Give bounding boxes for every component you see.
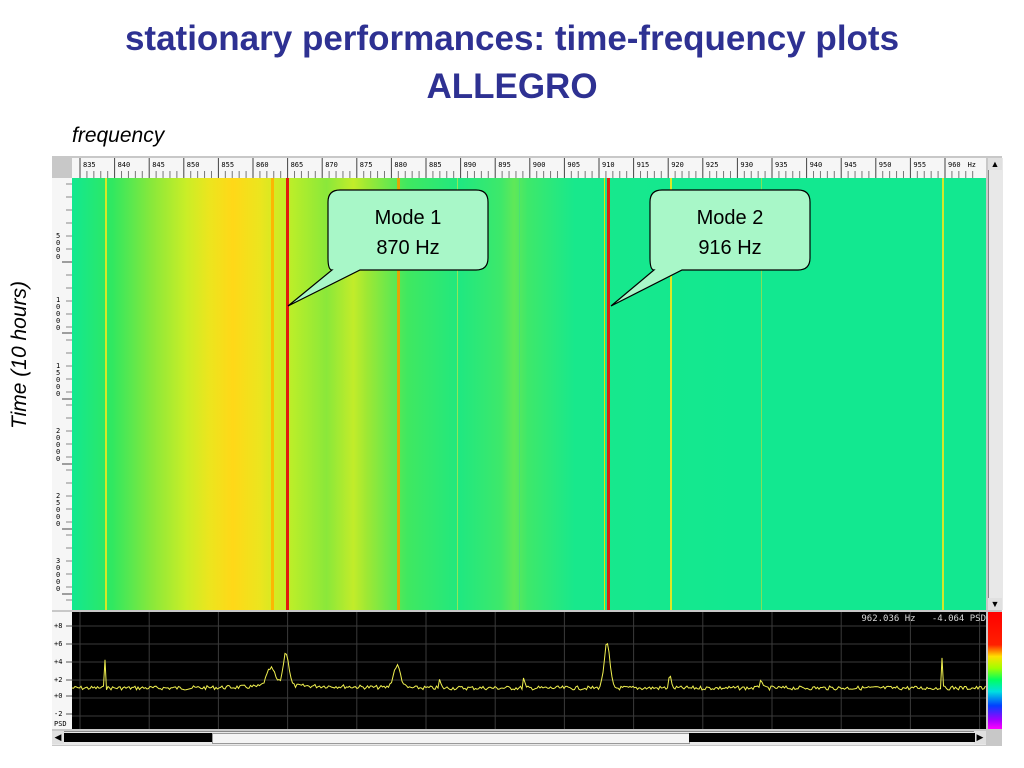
psd-tick-label: +4	[54, 658, 62, 666]
spectral-line	[397, 178, 400, 610]
spectral-line	[457, 178, 458, 610]
scroll-track-left[interactable]	[64, 733, 212, 742]
psd-unit: PSD	[54, 720, 67, 728]
vertical-scrollbar[interactable]	[988, 158, 1003, 610]
frequency-tick-label: 865	[291, 161, 304, 169]
frequency-tick-label: 940	[810, 161, 823, 169]
spectral-line	[271, 178, 274, 610]
psd-readout-value: -4.064 PSD	[931, 614, 986, 624]
psd-readout: 962.036 Hz -4.064 PSD	[840, 614, 986, 624]
slide-title-line2: ALLEGRO	[426, 67, 598, 106]
frequency-ruler: 835 840 845 850 855 860 865 870 875 880 885 890 895 9…	[72, 158, 986, 179]
spectral-line	[286, 178, 289, 610]
scroll-right-icon[interactable]: ▶	[974, 731, 986, 744]
psd-trace	[72, 642, 986, 692]
psd-tick-label: +6	[54, 640, 62, 648]
frequency-axis-label: frequency	[72, 124, 165, 147]
psd-tick-label: +0	[54, 692, 62, 700]
psd-readout-frequency: 962.036 Hz	[861, 614, 916, 624]
psd-tick-label: -2	[54, 710, 62, 718]
frequency-unit: Hz	[968, 161, 976, 169]
frequency-tick-label: 925	[706, 161, 719, 169]
frequency-tick-label: 890	[464, 161, 477, 169]
spectral-line	[604, 178, 605, 610]
frequency-tick-label: 880	[394, 161, 407, 169]
frequency-tick-label: 955	[913, 161, 926, 169]
frequency-tick-label: 930	[740, 161, 753, 169]
scroll-down-icon[interactable]: ▼	[988, 598, 1002, 610]
spectrogram	[72, 178, 986, 610]
spectral-line	[607, 178, 610, 610]
frequency-tick-label: 950	[879, 161, 892, 169]
frequency-tick-label: 860	[256, 161, 269, 169]
psd-tick-label: +2	[54, 676, 62, 684]
psd-plot	[72, 612, 986, 729]
time-ruler: 5 0 0 0 1 0 0 0 0 1 5 0 0 0 2 0 0 0 0 2 5 0 0 0 3 0 0 0 0	[52, 178, 73, 610]
frequency-tick-label: 920	[671, 161, 684, 169]
frequency-tick-label: 875	[360, 161, 373, 169]
spectral-line	[105, 178, 107, 610]
slide-title-line1: stationary performances: time-frequency …	[124, 19, 900, 58]
color-scale-bar	[988, 612, 1002, 729]
frequency-tick-label: 910	[602, 161, 615, 169]
frequency-tick-label: 855	[221, 161, 234, 169]
time-axis-label: Time (10 hours)	[8, 280, 31, 430]
psd-ruler: +8 +6 +4 +2 +0 -2 PSD	[52, 612, 73, 729]
spectral-line	[942, 178, 944, 610]
scroll-left-icon[interactable]: ◀	[52, 731, 64, 744]
spectral-line	[670, 178, 672, 610]
frequency-tick-label: 915	[637, 161, 650, 169]
horizontal-scroll-thumb[interactable]	[212, 733, 690, 744]
scroll-track-right[interactable]	[689, 733, 975, 742]
frequency-tick-label: 895	[498, 161, 511, 169]
spectral-line	[519, 178, 520, 610]
frequency-tick-label: 885	[429, 161, 442, 169]
frequency-tick-label: 835	[83, 161, 96, 169]
frequency-tick-label: 840	[118, 161, 131, 169]
frequency-tick-label: 845	[152, 161, 165, 169]
frequency-tick-label: 935	[775, 161, 788, 169]
psd-tick-label: +8	[54, 622, 62, 630]
frequency-tick-label: 945	[844, 161, 857, 169]
frequency-tick-label: 905	[567, 161, 580, 169]
scroll-up-icon[interactable]: ▲	[988, 158, 1002, 170]
frequency-tick-label: 960	[948, 161, 961, 169]
frequency-tick-label: 900	[533, 161, 546, 169]
spectral-line	[761, 178, 762, 610]
frequency-tick-label: 870	[325, 161, 338, 169]
frequency-tick-label: 850	[187, 161, 200, 169]
